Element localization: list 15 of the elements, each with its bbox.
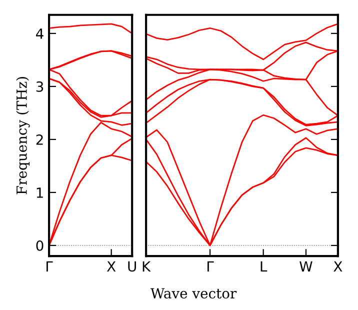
y-tick-label: 0	[36, 240, 44, 251]
x-tick-label: U	[128, 261, 136, 272]
x-tick-label: Γ	[208, 261, 214, 272]
x-tick-label: X	[334, 261, 342, 272]
y-tick-label: 4	[36, 28, 44, 39]
y-tick-label: 1	[36, 188, 43, 198]
x-axis-title: Wave vector	[150, 288, 237, 299]
y-tick-label: 3	[36, 81, 44, 92]
x-tick-label: X	[106, 261, 116, 272]
x-tick-label: Γ	[46, 261, 53, 272]
x-tick-label: W	[300, 261, 312, 272]
x-tick-label: L	[260, 261, 268, 272]
y-axis-title: Frequency (THz)	[16, 77, 30, 194]
y-tick-label: 2	[36, 134, 43, 145]
x-tick-label: K	[142, 261, 151, 272]
